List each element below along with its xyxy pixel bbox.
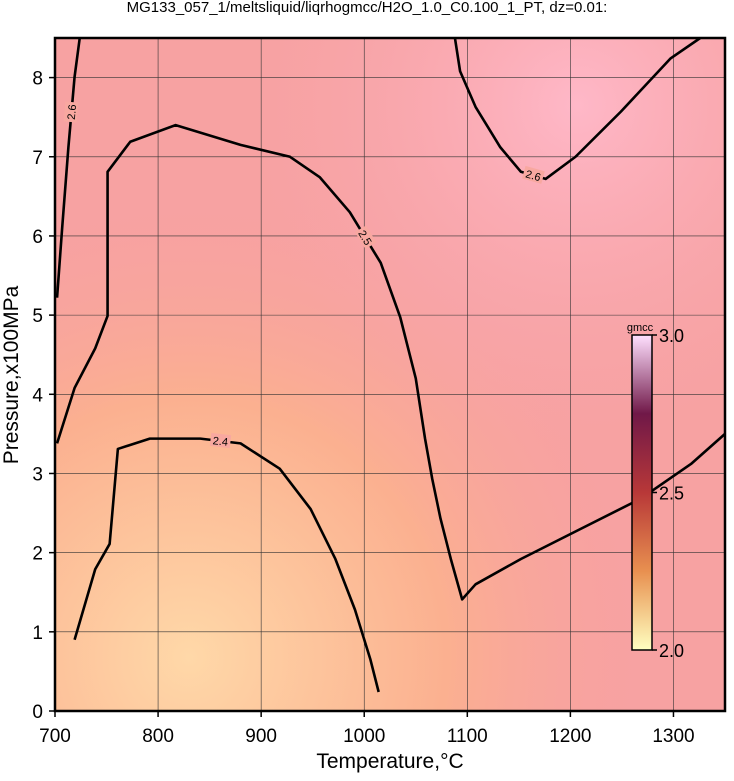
- contour-label-bg: [354, 225, 377, 250]
- y-tick-label: 8: [32, 69, 43, 90]
- x-tick-label: 1300: [652, 726, 694, 747]
- y-tick-label: 0: [32, 702, 43, 723]
- contour-label: 2.4: [212, 435, 229, 449]
- contour-label-bg: [209, 432, 232, 449]
- contour-label-bg: [522, 165, 545, 184]
- x-tick-label: 1100: [447, 726, 488, 747]
- y-tick-label: 7: [32, 148, 43, 169]
- y-tick-label: 2: [32, 544, 43, 565]
- y-tick-label: 6: [32, 227, 43, 248]
- x-tick-label: 700: [39, 726, 71, 747]
- colorbar-tick-label: 2.0: [659, 641, 684, 661]
- colorbar-tick-label: 2.5: [659, 484, 684, 504]
- colorbar: [631, 334, 653, 651]
- contour-line: [55, 123, 726, 601]
- y-tick-label: 4: [32, 385, 43, 406]
- y-axis-label: Pressure,x100MPa: [0, 285, 23, 464]
- x-tick-label: 1000: [343, 726, 385, 747]
- y-tick-label: 1: [32, 623, 43, 644]
- colorbar-tick-label: 3.0: [659, 326, 684, 346]
- chart-title: MG133_057_1/meltsliquid/liqrhogmcc/H2O_1…: [127, 0, 608, 16]
- y-tick-label: 5: [32, 306, 43, 327]
- x-axis-label: Temperature,°C: [316, 750, 463, 773]
- colorbar-label: gmcc: [627, 322, 654, 334]
- plot-shading: [55, 38, 725, 711]
- contour-label-bg: [63, 101, 79, 123]
- y-tick-label: 3: [32, 464, 43, 485]
- x-tick-label: 800: [142, 726, 174, 747]
- contour-label: 2.6: [524, 168, 542, 184]
- contour-label: 2.6: [66, 104, 79, 120]
- x-tick-label: 900: [245, 726, 277, 747]
- x-tick-label: 1200: [549, 726, 591, 747]
- contour-line: [73, 437, 380, 693]
- plot-frame: [53, 36, 727, 713]
- contour-line: [55, 37, 82, 298]
